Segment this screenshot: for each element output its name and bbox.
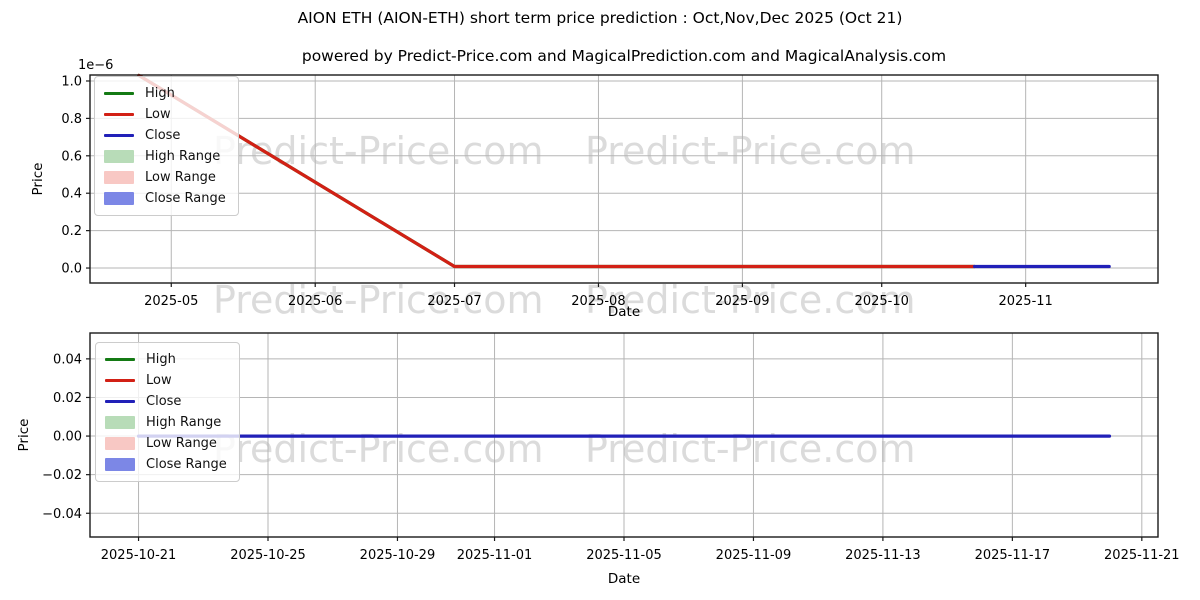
chart-bottom: 2025-10-21 2025-10-25 2025-10-29 2025-11-01… <box>16 332 1180 587</box>
legend-patch-swatch <box>105 437 135 450</box>
legend-line-swatch <box>104 134 134 137</box>
legend-patch-swatch <box>104 171 134 184</box>
legend-item-label: Close Range <box>146 457 227 472</box>
x-tick-label: 2025-11-13 <box>845 548 921 563</box>
legend-item-close: Close <box>105 391 227 412</box>
legend-item-close-range: Close Range <box>105 454 227 475</box>
figure-title: AION ETH (AION-ETH) short term price pre… <box>297 9 903 27</box>
y-tick-label: −0.04 <box>42 507 82 522</box>
legend-item-label: High <box>145 86 175 101</box>
legend-item-high: High <box>104 83 226 104</box>
figure-subtitle: powered by Predict-Price.com and Magical… <box>301 47 947 65</box>
legend-line-swatch <box>105 358 135 361</box>
series-line-low <box>137 73 977 269</box>
y-tick-label: 1.0 <box>61 74 82 89</box>
legend-item-label: Close <box>145 128 181 143</box>
legend-item-label: Close Range <box>145 191 226 206</box>
x-tick-label: 2025-07 <box>427 294 481 309</box>
legend-item-label: High Range <box>146 415 222 430</box>
y-tick-label: 0.4 <box>61 187 82 202</box>
y-tick-label: 0.02 <box>53 391 82 406</box>
legend-item-label: Low Range <box>146 436 217 451</box>
legend-item-low: Low <box>104 104 226 125</box>
legend-item-low: Low <box>105 370 227 391</box>
x-tick-label: 2025-08 <box>571 294 625 309</box>
y-tick-label: 0.04 <box>53 352 82 367</box>
x-tick-label: 2025-11 <box>998 294 1052 309</box>
legend-item-label: Low <box>146 373 172 388</box>
legend-item-high-range: High Range <box>105 412 227 433</box>
watermark-text: Predict-Price.com <box>213 278 544 322</box>
y-offset-label: 1e−6 <box>78 58 113 73</box>
legend-item-label: High <box>146 352 176 367</box>
x-tick-label: 2025-11-01 <box>457 548 533 563</box>
legend-patch-swatch <box>105 416 135 429</box>
x-tick-label: 2025-10-25 <box>230 548 306 563</box>
legend-patch-swatch <box>104 150 134 163</box>
legend-item-low-range: Low Range <box>105 433 227 454</box>
x-tick-label: 2025-10-21 <box>101 548 177 563</box>
x-tick-label: 2025-06 <box>288 294 342 309</box>
chart-top: 2025-05 2025-06 2025-07 2025-08 2025-09 2025-… <box>30 58 1159 320</box>
y-tick-label: 0.0 <box>61 262 82 277</box>
watermark-text: Predict-Price.com <box>213 427 544 471</box>
watermark-text: Predict-Price.com <box>585 129 916 173</box>
watermark-text: Predict-Price.com <box>585 427 916 471</box>
watermark-text: Predict-Price.com <box>213 129 544 173</box>
x-tick-label: 2025-09 <box>715 294 769 309</box>
legend-top: High Low Close High Range Low Range Close Ran… <box>94 76 239 216</box>
x-axis-label: Date <box>608 304 640 320</box>
y-tick-label: −0.02 <box>42 468 82 483</box>
y-axis-label: Price <box>30 163 46 196</box>
y-tick-label: 0.00 <box>53 430 82 445</box>
x-tick-label: 2025-05 <box>144 294 198 309</box>
legend-item-label: High Range <box>145 149 221 164</box>
x-tick-label: 2025-11-17 <box>975 548 1051 563</box>
legend-item-label: Low Range <box>145 170 216 185</box>
legend-item-close-range: Close Range <box>104 188 226 209</box>
legend-line-swatch <box>105 400 135 403</box>
x-tick-label: 2025-11-05 <box>586 548 662 563</box>
legend-item-close: Close <box>104 125 226 146</box>
x-tick-label: 2025-11-21 <box>1104 548 1180 563</box>
watermark-text: Predict-Price.com <box>585 278 916 322</box>
y-tick-label: 0.8 <box>61 112 82 127</box>
legend-item-low-range: Low Range <box>104 167 226 188</box>
y-tick-label: 0.2 <box>61 224 82 239</box>
legend-line-swatch <box>104 92 134 95</box>
legend-item-label: Low <box>145 107 171 122</box>
y-axis-label: Price <box>16 419 32 452</box>
x-axis-label: Date <box>608 571 640 587</box>
legend-item-high-range: High Range <box>104 146 226 167</box>
legend-item-high: High <box>105 349 227 370</box>
legend-patch-swatch <box>104 192 134 205</box>
x-tick-label: 2025-10 <box>855 294 909 309</box>
legend-patch-swatch <box>105 458 135 471</box>
legend-line-swatch <box>104 113 134 116</box>
legend-bottom: High Low Close High Range Low Range Close Ran… <box>95 342 240 482</box>
y-tick-label: 0.6 <box>61 149 82 164</box>
x-tick-label: 2025-10-29 <box>360 548 436 563</box>
x-tick-label: 2025-11-09 <box>716 548 792 563</box>
legend-item-label: Close <box>146 394 182 409</box>
legend-line-swatch <box>105 379 135 382</box>
axes-spines <box>89 74 1159 284</box>
